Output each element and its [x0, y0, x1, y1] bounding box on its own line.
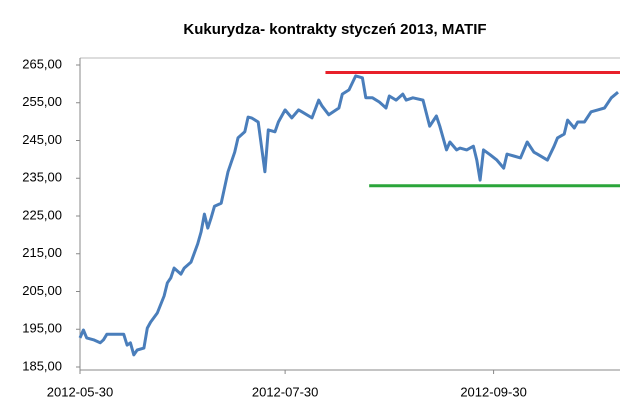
y-tick-label: 235,00: [22, 170, 62, 185]
x-tick-label: 2012-09-30: [460, 384, 527, 399]
y-tick-label: 185,00: [22, 358, 62, 373]
y-tick-label: 215,00: [22, 245, 62, 260]
y-tick-label: 245,00: [22, 132, 62, 147]
y-tick-label: 195,00: [22, 321, 62, 336]
y-tick-label: 225,00: [22, 207, 62, 222]
x-tick-label: 2012-07-30: [252, 384, 319, 399]
y-tick-label: 205,00: [22, 283, 62, 298]
y-tick-label: 265,00: [22, 56, 62, 71]
y-tick-label: 255,00: [22, 94, 62, 109]
price-line: [78, 74, 619, 357]
x-tick-label: 2012-05-30: [47, 384, 114, 399]
chart-title: Kukurydza- kontrakty styczeń 2013, MATIF: [183, 21, 486, 38]
